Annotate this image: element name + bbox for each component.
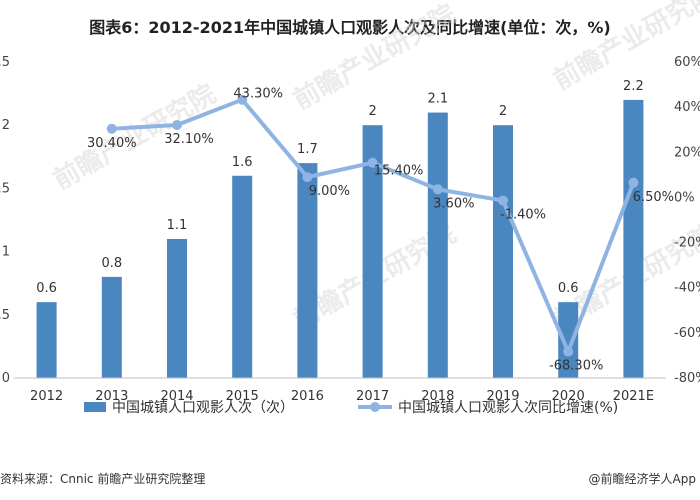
left-tick-label: 0.5	[0, 308, 10, 323]
legend-bar-swatch	[84, 402, 106, 412]
growth-point	[432, 184, 443, 195]
bar-value-label: 2	[368, 104, 376, 119]
bar	[232, 175, 253, 378]
left-tick-label: 2.5	[0, 55, 10, 70]
growth-value-label: 9.00%	[309, 184, 350, 199]
left-tick-label: 1.5	[0, 181, 10, 196]
x-tick-label: 2017	[356, 389, 389, 404]
growth-value-label: 6.50%	[633, 190, 674, 205]
bar-value-label: 1.1	[167, 218, 188, 233]
bar-value-label: 2.2	[623, 79, 644, 94]
legend-bar-label: 中国城镇人口观影人次（次）	[112, 400, 294, 416]
growth-point	[498, 195, 508, 206]
growth-value-label: 15.40%	[374, 164, 424, 179]
bar	[36, 302, 57, 378]
growth-value-label: 43.30%	[233, 87, 283, 102]
data-labels: 0.6 0.8 1.1 1.6 1.7 2 2.1 2 0.6 2.2 30.40% 32.10% 43…	[36, 79, 674, 374]
growth-value-label: -68.30%	[549, 359, 603, 374]
right-tick-label: 60%	[674, 55, 700, 70]
right-tick-label: 20%	[674, 145, 700, 160]
left-tick-label: 1	[2, 245, 10, 260]
brand-credit: @前瞻经济学人App	[588, 472, 696, 486]
growth-value-label: 30.40%	[87, 136, 137, 151]
x-tick-label: 2012	[30, 389, 63, 404]
bar	[427, 112, 448, 378]
x-tick-label: 2016	[291, 389, 324, 404]
bar-value-label: 2	[499, 104, 507, 119]
x-tick-label: 2013	[95, 389, 128, 404]
x-tick-label: 2014	[160, 389, 193, 404]
bar-value-label: 1.7	[297, 142, 318, 157]
left-tick-label: 0	[2, 371, 10, 386]
bar	[167, 238, 187, 378]
chart-title: 图表6：2012-2021年中国城镇人口观影人次及同比增速(单位：次，%)	[89, 18, 611, 37]
legend: 中国城镇人口观影人次（次） 中国城镇人口观影人次同比增速(%)	[84, 400, 618, 416]
growth-value-label: 32.10%	[164, 132, 214, 147]
right-tick-label: -40%	[674, 281, 700, 296]
growth-point	[628, 177, 639, 188]
growth-line	[106, 94, 639, 357]
right-tick-label: 40%	[674, 100, 700, 115]
growth-value-label: -1.40%	[500, 208, 546, 223]
legend-line-label: 中国城镇人口观影人次同比增速(%)	[398, 400, 618, 416]
x-tick-label: 2019	[486, 389, 519, 404]
bar	[362, 125, 383, 378]
bar	[493, 125, 513, 378]
bar	[101, 276, 122, 378]
bar	[623, 99, 644, 379]
growth-point	[106, 123, 117, 134]
source-note: 资料来源：Cnnic 前瞻产业研究院整理	[0, 472, 206, 486]
x-tick-label: 2015	[226, 389, 259, 404]
bar	[558, 302, 579, 378]
x-tick-label: 2021E	[613, 389, 654, 404]
left-tick-label: 2	[2, 118, 10, 133]
axes: 0 0.5 1 1.5 2 2.5 -80% -60% -40% -20% 0% 20% 40% 60% 2…	[0, 55, 700, 404]
right-tick-label: -20%	[674, 236, 700, 251]
x-tick-label: 2020	[552, 389, 585, 404]
bar-value-label: 0.6	[36, 281, 57, 296]
bar-value-label: 0.8	[101, 256, 122, 271]
growth-point	[367, 157, 378, 168]
right-tick-label: -80%	[674, 371, 700, 386]
right-tick-label: -60%	[674, 326, 700, 341]
growth-point	[237, 94, 248, 105]
growth-point	[302, 172, 313, 183]
right-tick-label: 0%	[674, 190, 695, 205]
legend-line-marker	[370, 402, 380, 412]
bar-value-label: 0.6	[558, 281, 579, 296]
growth-point	[563, 346, 574, 357]
growth-point	[172, 119, 182, 130]
growth-value-label: 3.60%	[433, 196, 474, 211]
x-tick-label: 2018	[421, 389, 454, 404]
bars	[36, 99, 644, 379]
bar	[297, 163, 318, 378]
bar-value-label: 2.1	[427, 92, 448, 107]
bar-value-label: 1.6	[232, 155, 253, 170]
